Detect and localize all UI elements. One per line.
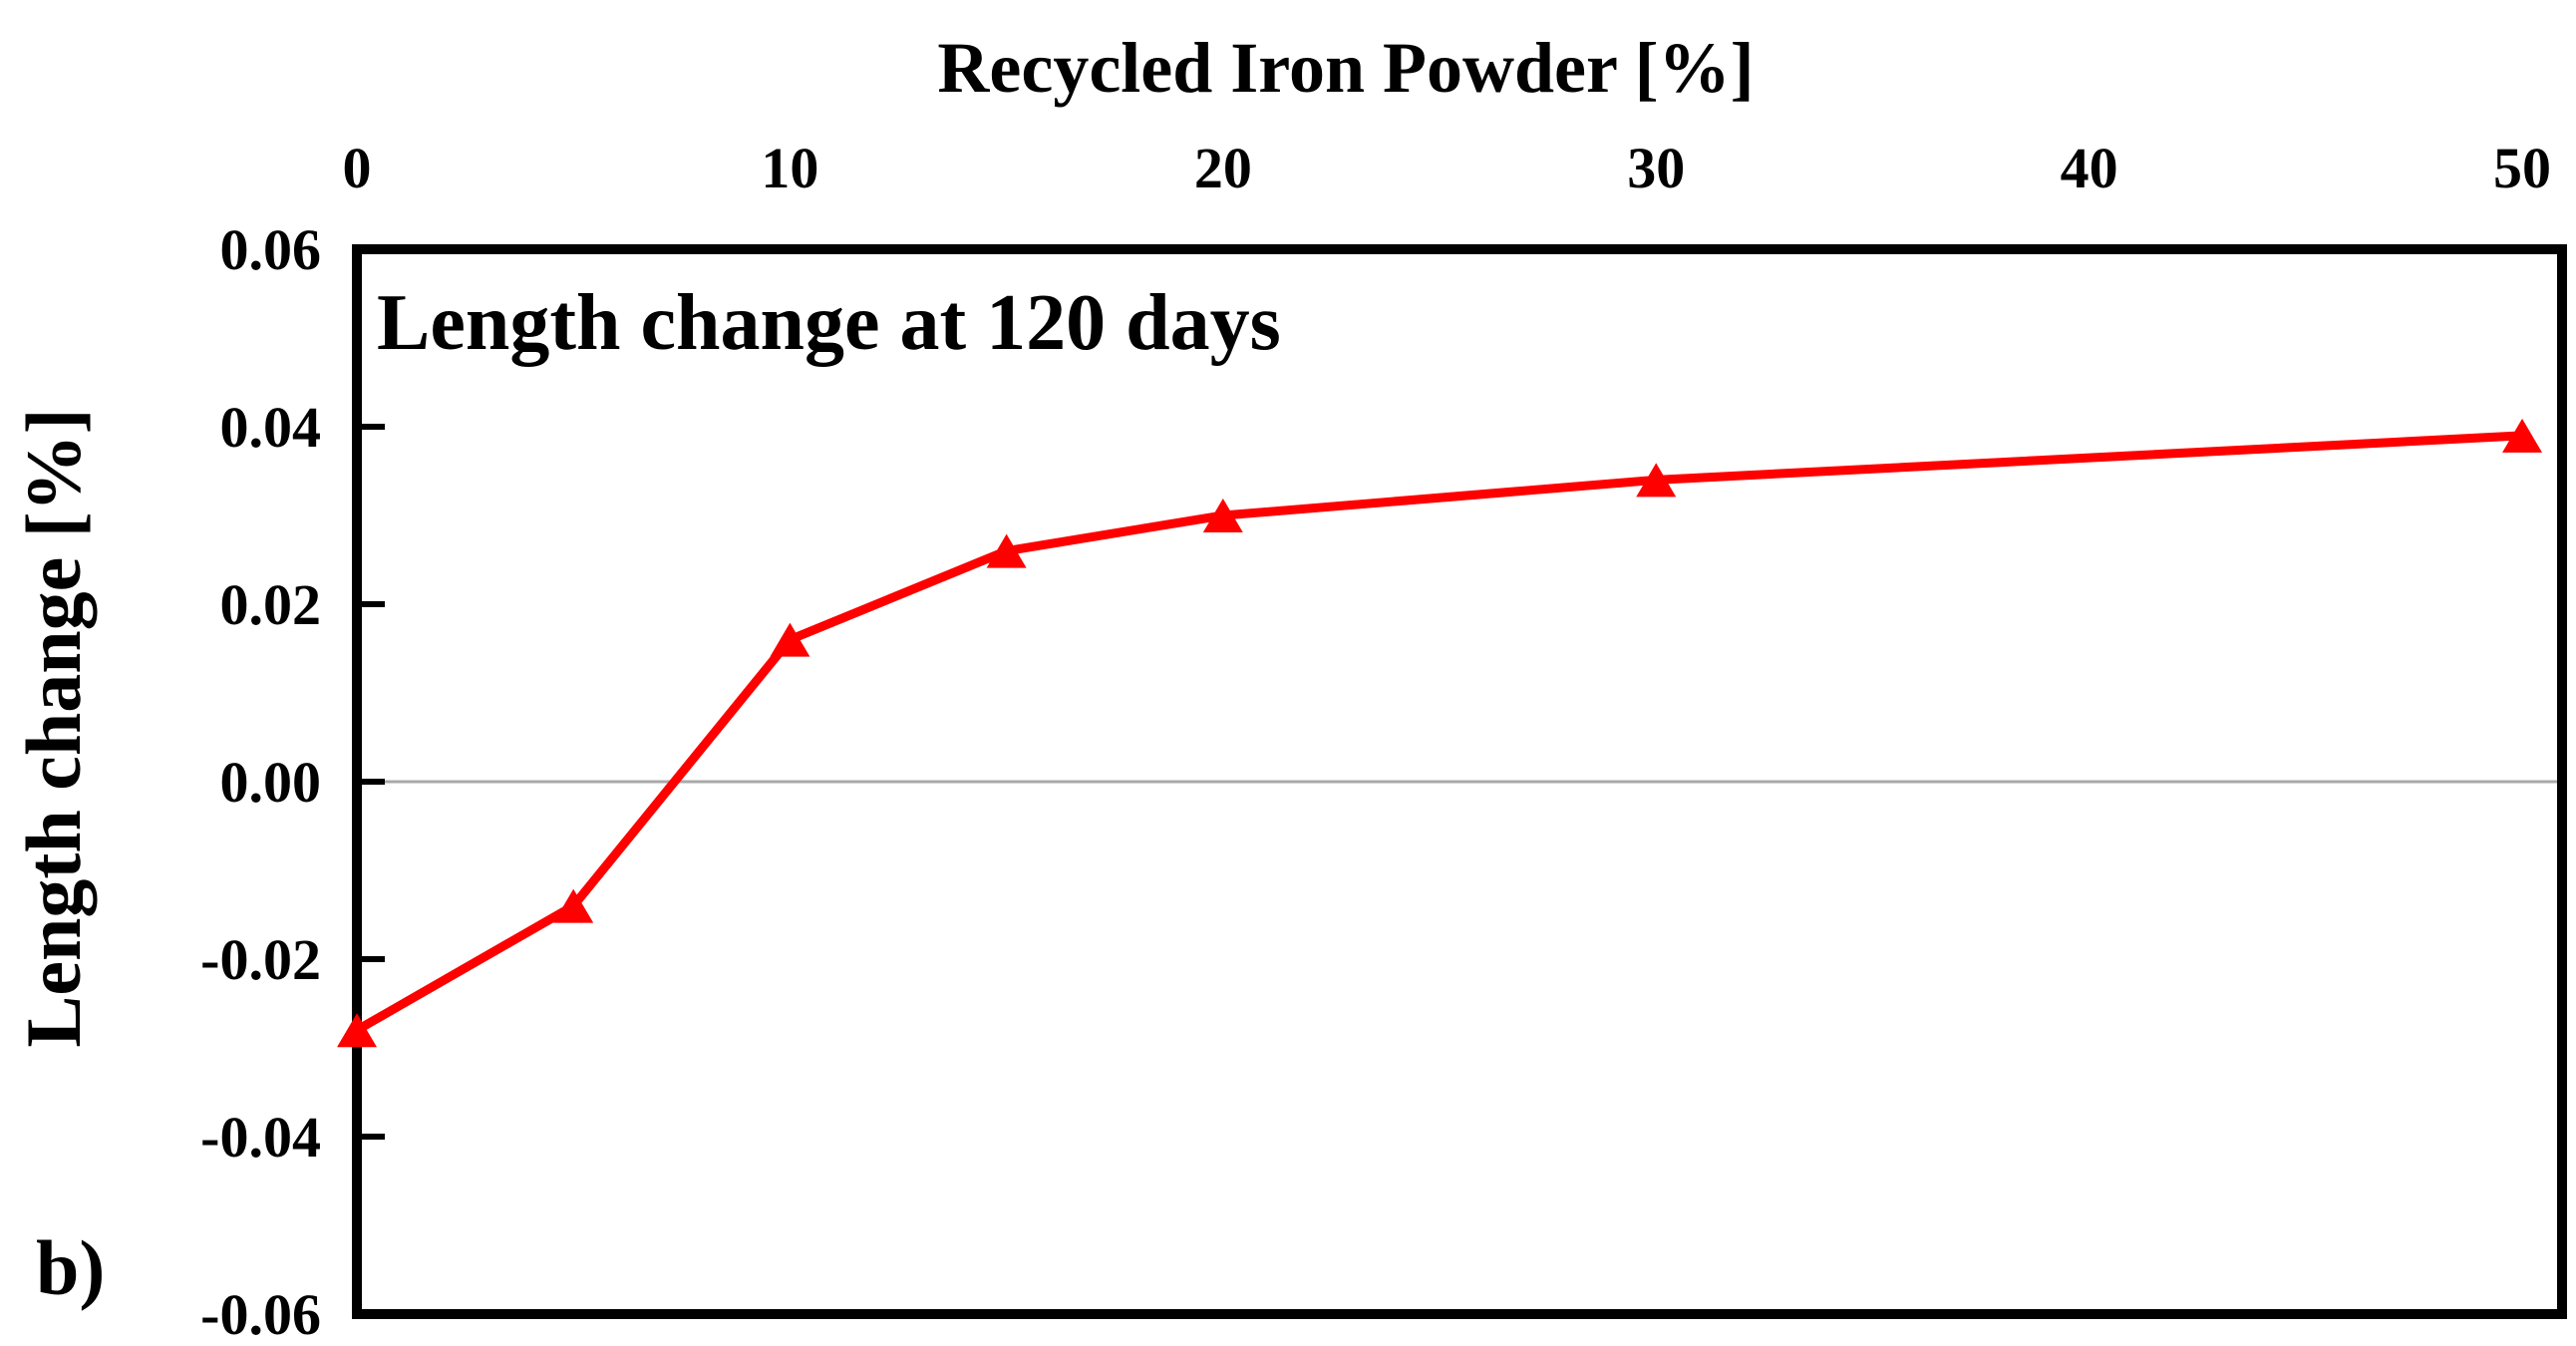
data-point-marker <box>770 622 810 657</box>
x-axis-title: Recycled Iron Powder [%] <box>937 28 1754 108</box>
data-point-marker <box>1202 499 1243 532</box>
chart-geometry: 0 10 20 30 40 50 0.06 0.04 0.02 0.00 -0.02 -0.04 -0.… <box>200 136 2567 1346</box>
data-point-marker <box>2502 418 2543 453</box>
y-tick-label: 0.06 <box>220 217 322 282</box>
data-point-marker <box>337 1013 377 1048</box>
x-tick-label: 10 <box>761 136 818 200</box>
plot-annotation: Length change at 120 days <box>377 279 1281 367</box>
y-tick-label: -0.02 <box>200 927 321 992</box>
y-tick-label: 0.00 <box>220 750 322 815</box>
x-tick-label: 50 <box>2493 136 2551 200</box>
y-tick-label: -0.04 <box>200 1105 321 1170</box>
panel-label: b) <box>36 1224 105 1311</box>
x-tick-label: 40 <box>2061 136 2118 200</box>
x-tick-label: 30 <box>1627 136 1685 200</box>
plot-border <box>352 244 2567 1319</box>
x-tick-label: 0 <box>343 136 372 200</box>
data-point-marker <box>1636 463 1677 498</box>
y-tick-label: -0.06 <box>200 1282 321 1346</box>
x-tick-label: 20 <box>1194 136 1252 200</box>
data-point-marker <box>553 888 594 923</box>
y-axis-title: Length change [%] <box>10 408 97 1047</box>
data-point-marker <box>986 533 1027 568</box>
series-line <box>354 431 2523 1035</box>
y-tick-label: 0.02 <box>220 572 322 637</box>
y-tick-label: 0.04 <box>220 395 322 460</box>
